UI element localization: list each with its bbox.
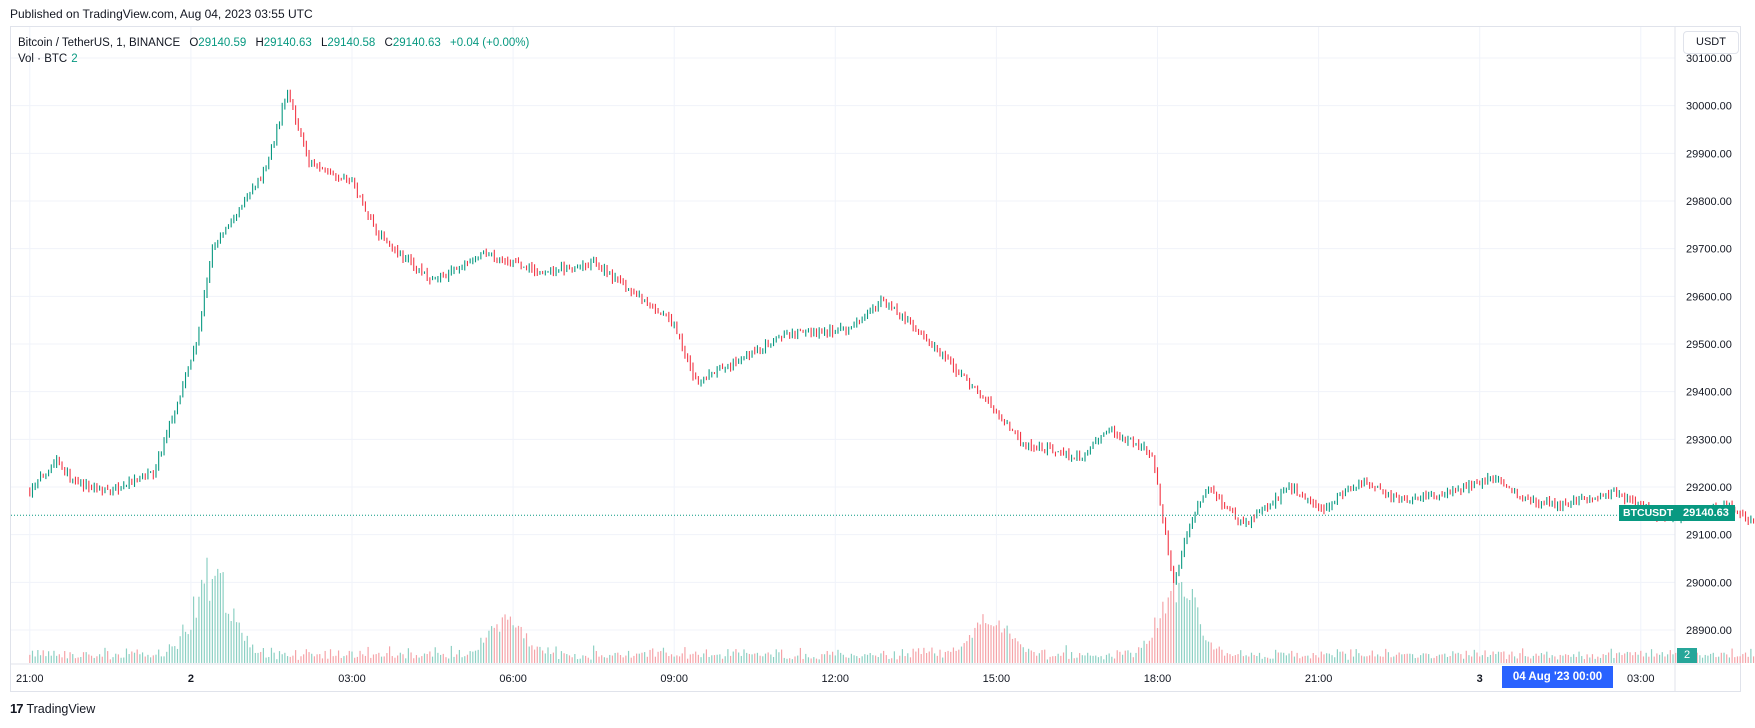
- y-tick-label: 29000.00: [1686, 577, 1732, 589]
- x-tick-label: 21:00: [1305, 673, 1333, 685]
- volume-tag: 2: [1677, 648, 1697, 663]
- published-caption: Published on TradingView.com, Aug 04, 20…: [10, 7, 313, 21]
- y-tick-label: 30100.00: [1686, 53, 1732, 65]
- price-unit-selector[interactable]: USDT: [1683, 31, 1739, 54]
- x-tick-label: 03:00: [1627, 673, 1655, 685]
- last-price-tag: 29140.63: [1677, 505, 1735, 521]
- x-tick-label: 12:00: [822, 673, 850, 685]
- x-tick-label: 09:00: [660, 673, 688, 685]
- legend-high-value: 29140.63: [263, 37, 312, 49]
- legend-low-value: 29140.58: [327, 37, 376, 49]
- y-tick-label: 29600.00: [1686, 291, 1732, 303]
- x-tick-label: 06:00: [499, 673, 527, 685]
- legend-volume-value: 2: [71, 53, 78, 65]
- legend-low-label: L: [320, 37, 328, 49]
- y-tick-label: 29200.00: [1686, 482, 1732, 494]
- y-tick-label: 30000.00: [1686, 101, 1732, 113]
- tradingview-logo-icon: 17: [10, 701, 24, 716]
- x-tick-label: 21:00: [16, 673, 44, 685]
- legend-high-label: H: [255, 37, 264, 49]
- x-tick-label: 18:00: [1144, 673, 1172, 685]
- y-tick-label: 29400.00: [1686, 387, 1732, 399]
- candles: [29, 89, 1755, 585]
- legend-symbol: Bitcoin / TetherUS, 1, BINANCE: [18, 37, 181, 49]
- legend-volume-label: Vol · BTC: [18, 53, 68, 65]
- y-tick-label: 29700.00: [1686, 244, 1732, 256]
- legend-change: +0.04 (+0.00%): [450, 37, 530, 49]
- x-tick-label: 3: [1477, 673, 1483, 685]
- legend-open-value: 29140.59: [198, 37, 247, 49]
- chart-frame[interactable]: [10, 26, 1741, 692]
- volume-bars: [29, 557, 1755, 663]
- y-tick-label: 29300.00: [1686, 434, 1732, 446]
- legend-close-value: 29140.63: [392, 37, 441, 49]
- crosshair-time-label: 04 Aug '23 00:00: [1502, 666, 1613, 688]
- y-tick-label: 29800.00: [1686, 196, 1732, 208]
- y-tick-label: 29100.00: [1686, 530, 1732, 542]
- symbol-tag: BTCUSDT: [1619, 505, 1678, 521]
- y-tick-label: 28900.00: [1686, 625, 1732, 637]
- tradingview-footer[interactable]: 17 TradingView: [10, 701, 95, 716]
- y-tick-label: 29500.00: [1686, 339, 1732, 351]
- x-tick-label: 2: [188, 673, 194, 685]
- x-tick-label: 15:00: [983, 673, 1011, 685]
- y-tick-label: 29900.00: [1686, 148, 1732, 160]
- legend-open-label: O: [189, 37, 199, 49]
- legend-close-label: C: [384, 37, 393, 49]
- x-tick-label: 03:00: [338, 673, 366, 685]
- tradingview-brand: TradingView: [26, 701, 96, 716]
- chart-legend: Bitcoin / TetherUS, 1, BINANCE O29140.59…: [18, 35, 529, 67]
